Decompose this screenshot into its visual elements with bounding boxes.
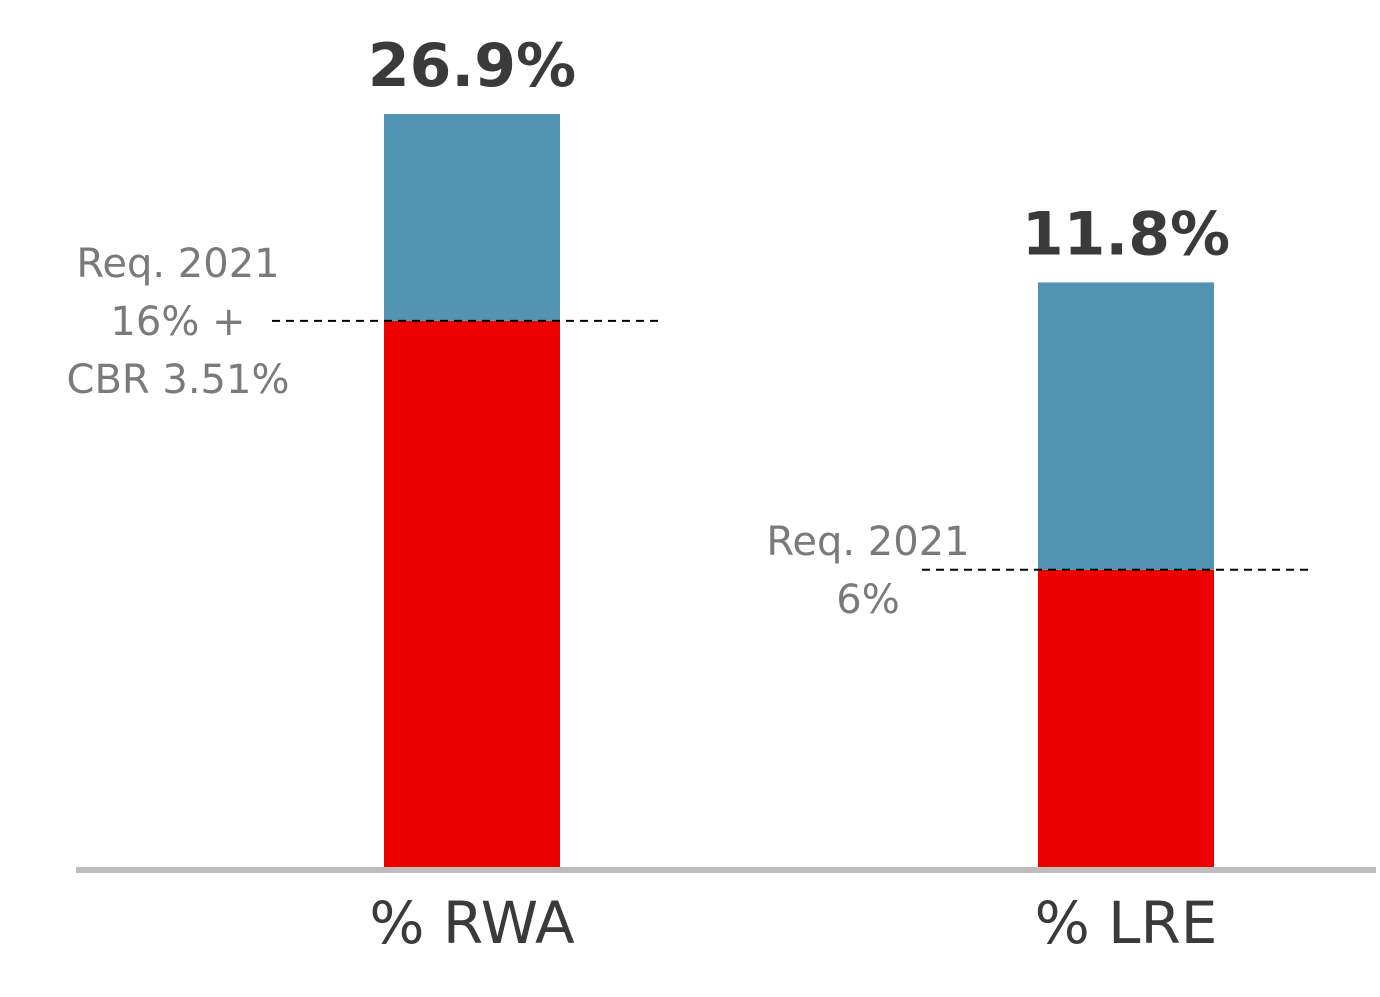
bar-lre-segment-2 [1038, 282, 1214, 570]
total-label-rwa: 26.9% [368, 31, 576, 101]
labels-group: 26.9% % RWA Req. 2021 16% + CBR 3.51% 11.8% % … [67, 31, 1231, 957]
requirement-label-rwa-line-2: 16% + [110, 299, 245, 345]
bar-lre-segment-1 [1038, 569, 1214, 867]
bar-rwa-segment-2 [384, 114, 560, 321]
category-label-lre: % LRE [1035, 889, 1218, 957]
requirement-label-lre-line-1: Req. 2021 [766, 519, 969, 565]
requirement-lines-group [272, 319, 1312, 571]
requirement-label-lre-line-2: 6% [836, 577, 899, 623]
total-label-lre: 11.8% [1022, 199, 1230, 269]
requirement-label-rwa-line-3: CBR 3.51% [67, 357, 290, 403]
category-label-rwa: % RWA [369, 889, 575, 957]
bars-group [384, 114, 1214, 867]
bar-rwa-segment-1 [384, 320, 560, 867]
requirement-label-rwa-line-1: Req. 2021 [76, 241, 279, 287]
